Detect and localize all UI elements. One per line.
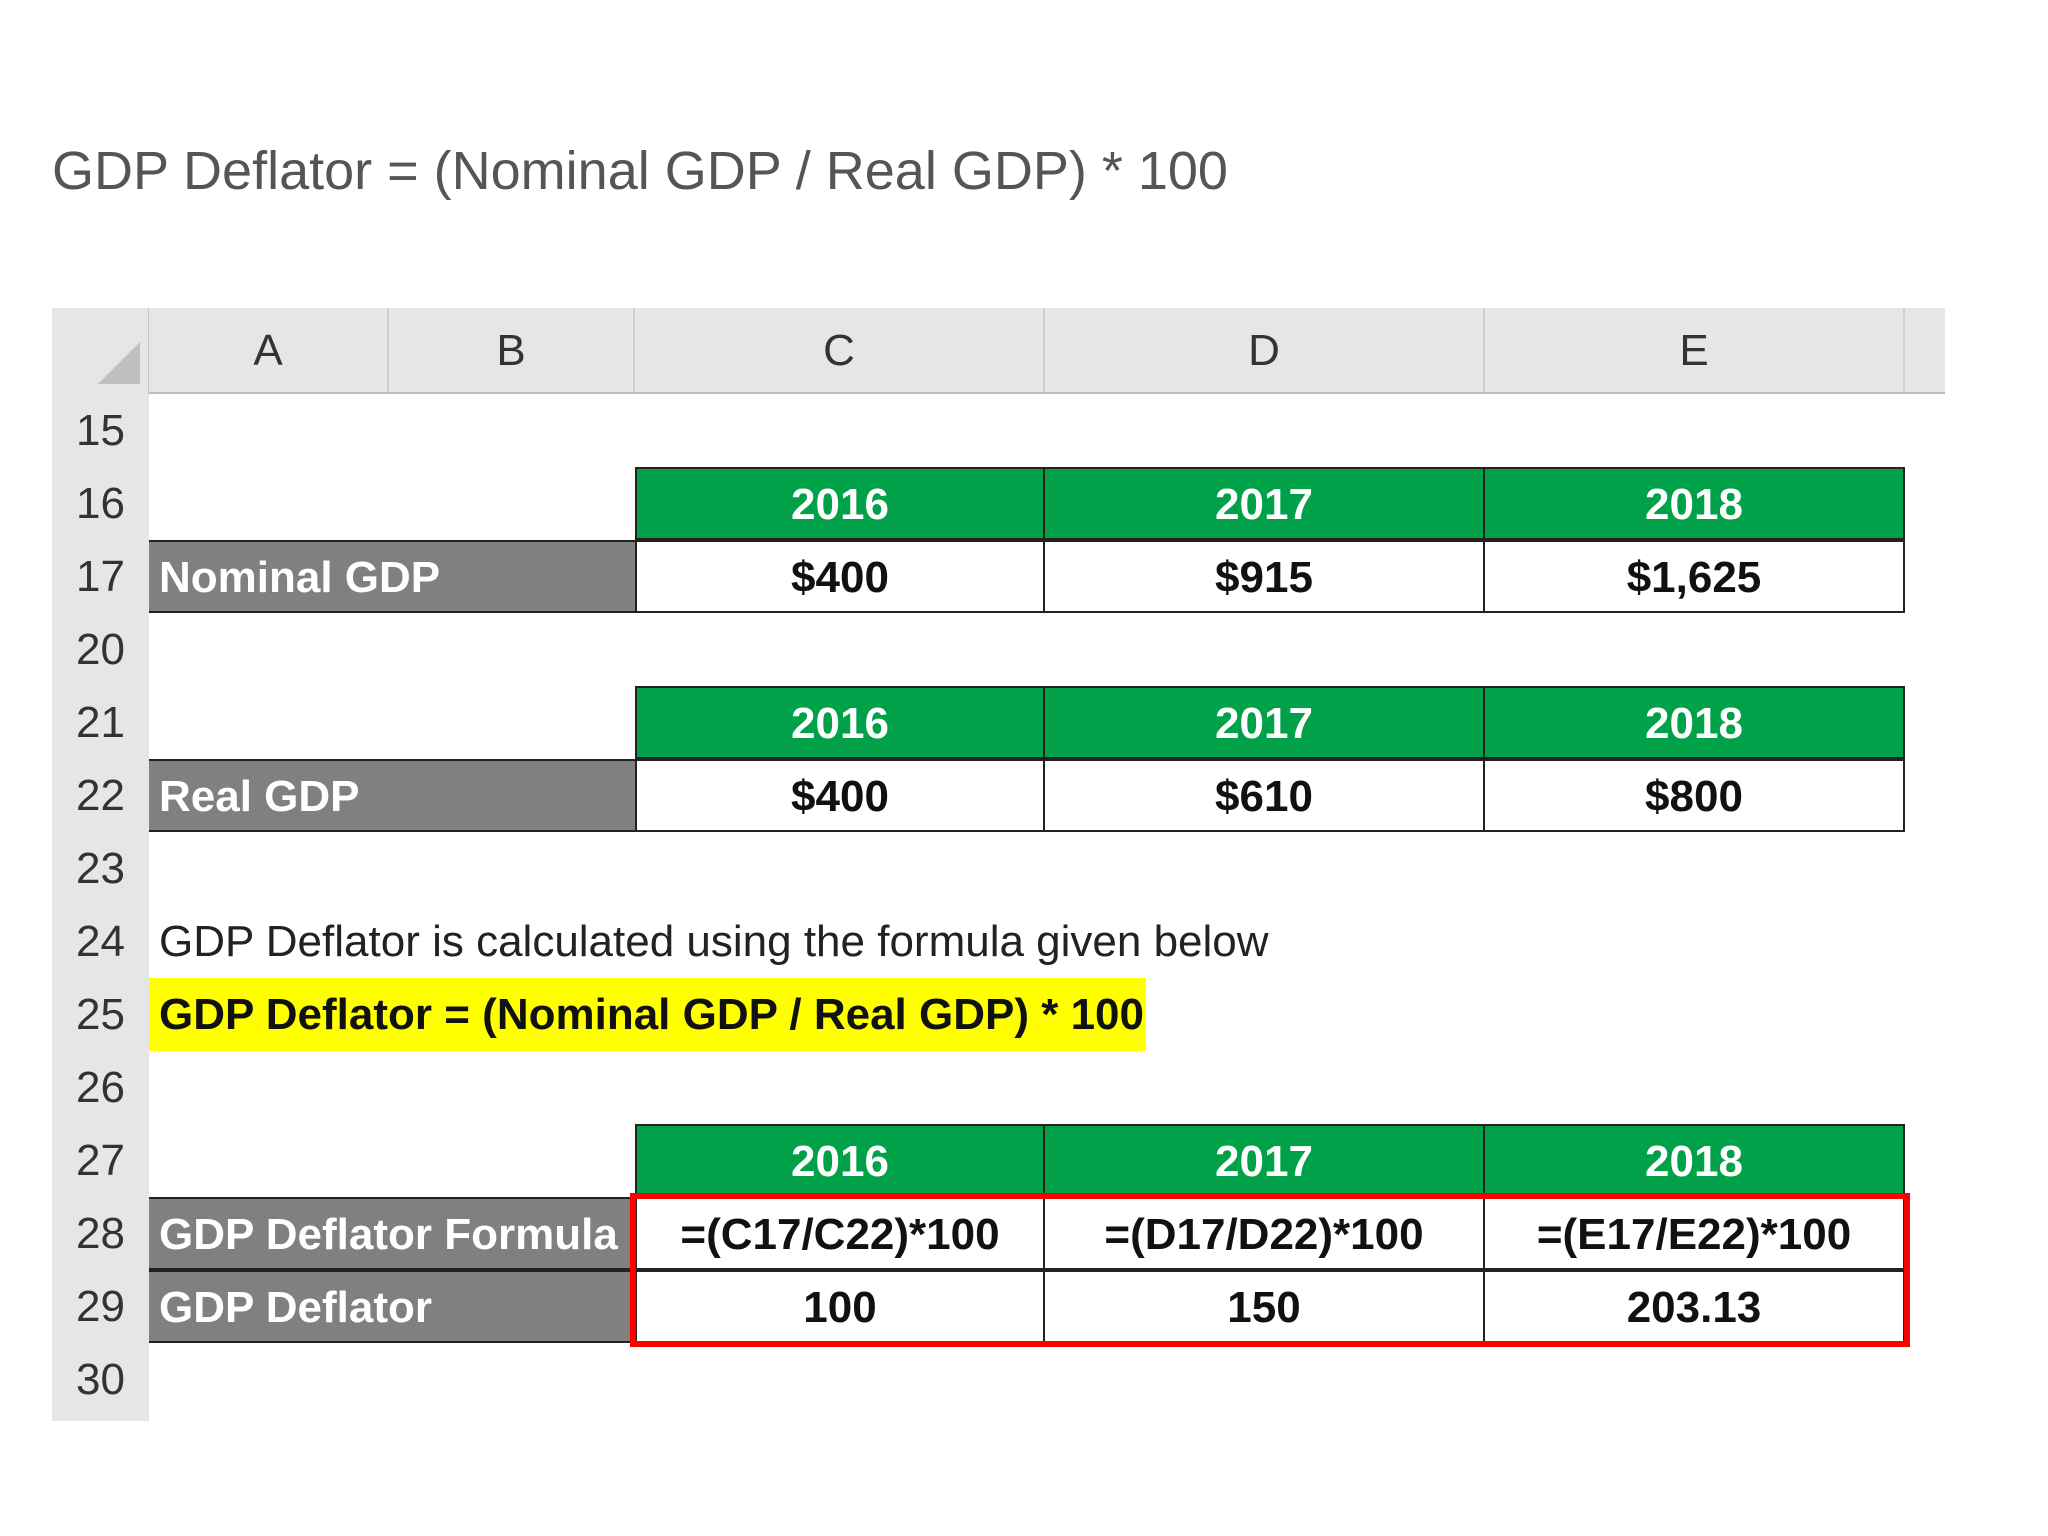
deflator-result-2018[interactable]: 203.13 xyxy=(1483,1270,1905,1343)
spreadsheet: A B C D E 15 16 17 20 21 22 23 24 25 26 … xyxy=(52,308,1945,1421)
explanation-text[interactable]: GDP Deflator is calculated using the for… xyxy=(159,917,1269,966)
row-header-27[interactable]: 27 xyxy=(76,1136,125,1185)
nominal-gdp-2018[interactable]: $1,625 xyxy=(1483,540,1905,613)
real-year-2017[interactable]: 2017 xyxy=(1043,686,1485,759)
row-header-28[interactable]: 28 xyxy=(76,1209,125,1258)
real-year-2018[interactable]: 2018 xyxy=(1483,686,1905,759)
row-header-15[interactable]: 15 xyxy=(76,406,125,455)
row-header-column: 15 16 17 20 21 22 23 24 25 26 27 28 29 3… xyxy=(52,394,149,1421)
nominal-gdp-label[interactable]: Nominal GDP xyxy=(149,540,635,613)
column-header-a[interactable]: A xyxy=(149,308,389,392)
column-header-e[interactable]: E xyxy=(1485,308,1905,392)
deflator-result-2017[interactable]: 150 xyxy=(1043,1270,1485,1343)
column-header-d[interactable]: D xyxy=(1045,308,1485,392)
deflator-formula-2016[interactable]: =(C17/C22)*100 xyxy=(635,1197,1045,1270)
deflator-formula-2017[interactable]: =(D17/D22)*100 xyxy=(1043,1197,1485,1270)
row-header-23[interactable]: 23 xyxy=(76,844,125,893)
deflator-result-2016[interactable]: 100 xyxy=(635,1270,1045,1343)
select-all-triangle-icon xyxy=(98,342,140,384)
row-header-29[interactable]: 29 xyxy=(76,1282,125,1331)
row-header-26[interactable]: 26 xyxy=(76,1063,125,1112)
nominal-gdp-2017[interactable]: $915 xyxy=(1043,540,1485,613)
deflator-year-2016[interactable]: 2016 xyxy=(635,1124,1045,1197)
deflator-result-label[interactable]: GDP Deflator xyxy=(149,1270,635,1343)
nominal-gdp-2016[interactable]: $400 xyxy=(635,540,1045,613)
real-gdp-2018[interactable]: $800 xyxy=(1483,759,1905,832)
nominal-year-2016[interactable]: 2016 xyxy=(635,467,1045,540)
real-year-2016[interactable]: 2016 xyxy=(635,686,1045,759)
row-header-17[interactable]: 17 xyxy=(76,552,125,601)
select-all-corner[interactable] xyxy=(52,308,149,394)
column-header-c[interactable]: C xyxy=(635,308,1045,392)
nominal-year-2018[interactable]: 2018 xyxy=(1483,467,1905,540)
deflator-formula-label[interactable]: GDP Deflator Formula xyxy=(149,1197,635,1270)
row-header-25[interactable]: 25 xyxy=(76,990,125,1039)
deflator-year-2017[interactable]: 2017 xyxy=(1043,1124,1485,1197)
row-header-21[interactable]: 21 xyxy=(76,698,125,747)
page-heading: GDP Deflator = (Nominal GDP / Real GDP) … xyxy=(52,141,1228,201)
real-gdp-label[interactable]: Real GDP xyxy=(149,759,635,832)
deflator-formula-2018[interactable]: =(E17/E22)*100 xyxy=(1483,1197,1905,1270)
row-header-30[interactable]: 30 xyxy=(76,1355,125,1404)
real-gdp-2017[interactable]: $610 xyxy=(1043,759,1485,832)
column-header-bar xyxy=(52,308,1945,394)
row-header-20[interactable]: 20 xyxy=(76,625,125,674)
row-header-24[interactable]: 24 xyxy=(76,917,125,966)
row-header-22[interactable]: 22 xyxy=(76,771,125,820)
deflator-year-2018[interactable]: 2018 xyxy=(1483,1124,1905,1197)
row-header-16[interactable]: 16 xyxy=(76,479,125,528)
real-gdp-2016[interactable]: $400 xyxy=(635,759,1045,832)
formula-highlight[interactable]: GDP Deflator = (Nominal GDP / Real GDP) … xyxy=(149,978,1146,1051)
nominal-year-2017[interactable]: 2017 xyxy=(1043,467,1485,540)
column-header-b[interactable]: B xyxy=(389,308,635,392)
